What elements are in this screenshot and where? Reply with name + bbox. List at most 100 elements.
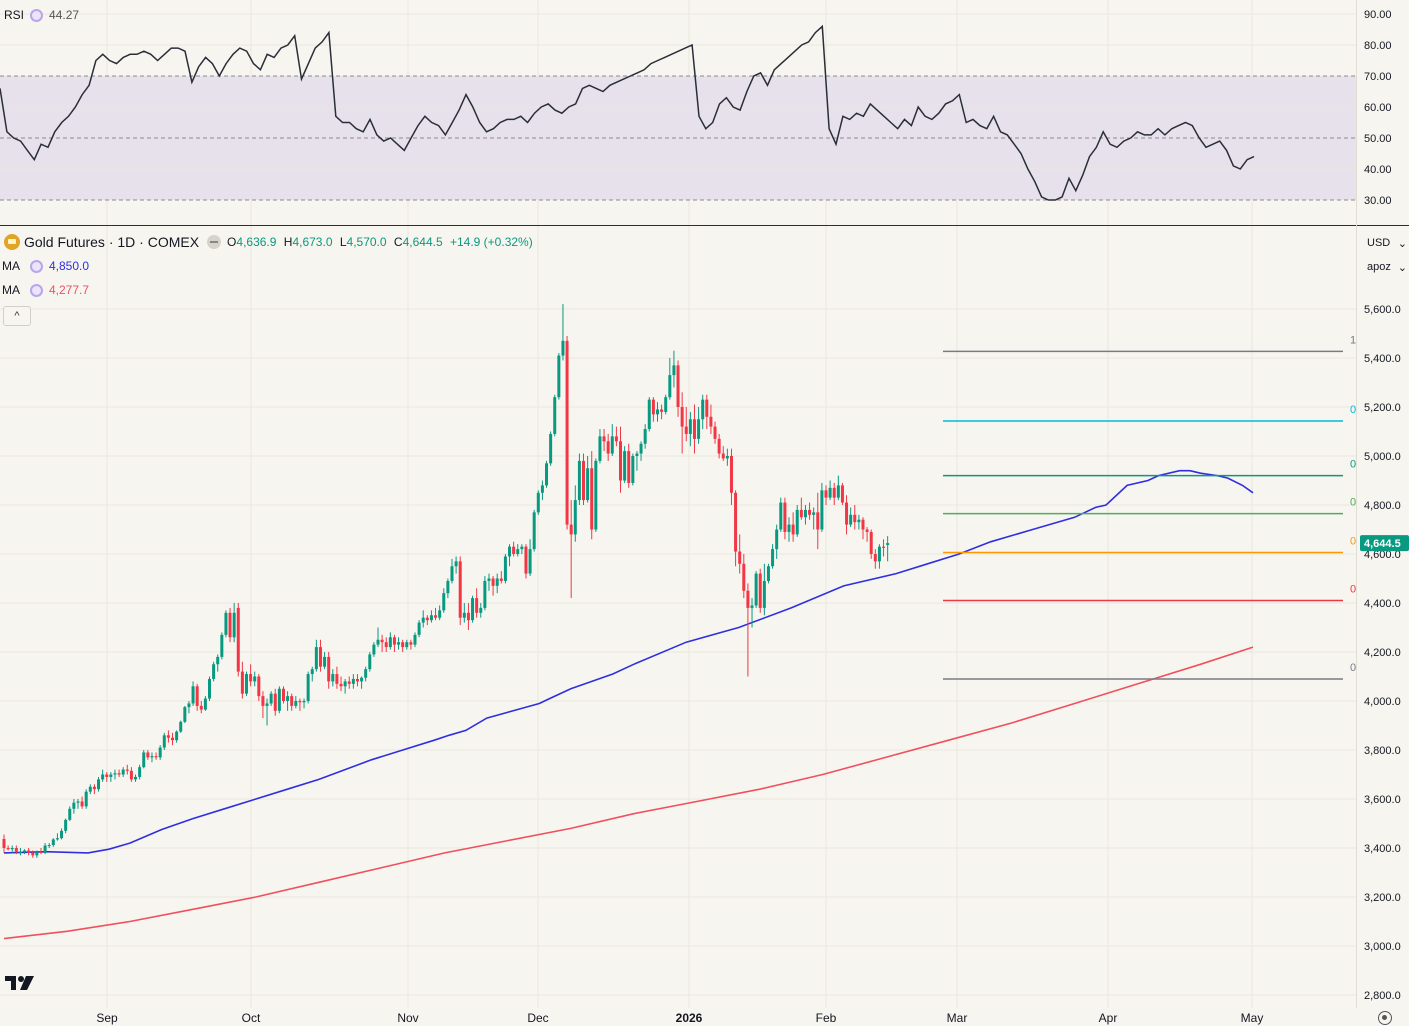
refresh-icon[interactable] bbox=[30, 259, 43, 273]
candle-body bbox=[779, 502, 783, 530]
candle-body bbox=[302, 701, 306, 703]
candle-body bbox=[327, 656, 331, 682]
candle-body bbox=[150, 756, 154, 758]
refresh-icon[interactable] bbox=[30, 283, 43, 297]
candle-body bbox=[355, 678, 359, 682]
candle-body bbox=[401, 642, 405, 648]
candle-body bbox=[429, 615, 433, 621]
candle-body bbox=[166, 735, 170, 738]
candle-body bbox=[512, 546, 516, 554]
candle-body bbox=[232, 612, 236, 638]
fib-level-label: 0 bbox=[1350, 497, 1356, 509]
candle-body bbox=[582, 460, 586, 501]
ma-fast-line bbox=[3, 469, 1254, 854]
candle-body bbox=[816, 512, 820, 530]
candle-body bbox=[573, 500, 577, 535]
price-axis-tick: 5,600.0 bbox=[1364, 304, 1401, 316]
candle-body bbox=[791, 524, 795, 535]
candle-body bbox=[787, 524, 791, 532]
candle-body bbox=[877, 546, 881, 562]
candle-body bbox=[84, 791, 88, 807]
candle-body bbox=[191, 686, 195, 704]
candle-body bbox=[318, 647, 322, 667]
candle-body bbox=[392, 637, 396, 645]
rsi-legend: RSI 44.27 bbox=[0, 5, 79, 25]
candle-body bbox=[183, 707, 187, 722]
last-price-tag bbox=[1360, 535, 1409, 552]
candle-body bbox=[775, 529, 779, 550]
candle-body bbox=[766, 566, 770, 581]
candle-body bbox=[421, 617, 425, 623]
candle-body bbox=[614, 436, 618, 442]
candle-body bbox=[125, 769, 129, 771]
candle-body bbox=[709, 416, 713, 427]
rsi-label: RSI bbox=[4, 8, 25, 22]
settings-icon[interactable] bbox=[1378, 1011, 1392, 1025]
candle-body bbox=[602, 436, 606, 442]
close-value: 4,644.5 bbox=[402, 235, 443, 249]
chevron-down-icon: ⌄ bbox=[1397, 237, 1407, 250]
candle-body bbox=[639, 443, 643, 454]
candle-body bbox=[483, 580, 487, 608]
candle-body bbox=[676, 365, 680, 407]
close-key: C bbox=[393, 235, 403, 249]
candle-body bbox=[134, 776, 138, 780]
candle-body bbox=[60, 830, 64, 839]
collapse-legend-button[interactable]: ^ bbox=[3, 306, 31, 326]
candle-body bbox=[532, 512, 536, 550]
candle-body bbox=[725, 456, 729, 459]
refresh-icon[interactable] bbox=[30, 8, 44, 22]
time-axis-tick: Feb bbox=[816, 1011, 837, 1025]
candle-body bbox=[306, 674, 310, 701]
candle-body bbox=[820, 490, 824, 530]
candle-body bbox=[351, 678, 355, 684]
price-axis-tick: 3,000.0 bbox=[1364, 941, 1401, 953]
price-axis-tick: 5,000.0 bbox=[1364, 451, 1401, 463]
candle-body bbox=[39, 851, 43, 853]
candle-body bbox=[865, 529, 869, 532]
rsi-axis-tick: 50.00 bbox=[1364, 133, 1392, 145]
candle-body bbox=[138, 767, 142, 777]
candle-body bbox=[832, 487, 836, 498]
candle-body bbox=[175, 731, 179, 741]
candle-body bbox=[179, 721, 183, 732]
candle-body bbox=[540, 485, 544, 493]
candle-body bbox=[450, 566, 454, 581]
candle-body bbox=[10, 848, 14, 850]
time-axis-tick: Nov bbox=[397, 1011, 418, 1025]
candle-body bbox=[495, 578, 499, 586]
symbol-title[interactable]: Gold Futures · 1D · COMEX bbox=[24, 234, 200, 250]
candle-body bbox=[199, 705, 203, 710]
candle-body bbox=[43, 845, 47, 853]
candle-body bbox=[277, 688, 281, 711]
candle-body bbox=[713, 426, 717, 439]
candle-body bbox=[664, 397, 668, 412]
candle-body bbox=[565, 340, 569, 525]
candle-body bbox=[499, 578, 503, 581]
candle-body bbox=[692, 419, 696, 439]
candle-body bbox=[72, 802, 76, 809]
candle-body bbox=[598, 436, 602, 461]
candle-body bbox=[6, 848, 10, 850]
candle-body bbox=[684, 426, 688, 434]
candle-body bbox=[886, 543, 890, 545]
candle-body bbox=[343, 681, 347, 687]
candle-body bbox=[861, 519, 865, 530]
candle-body bbox=[417, 622, 421, 635]
price-axis-tick: 4,400.0 bbox=[1364, 598, 1401, 610]
candle-body bbox=[795, 509, 799, 535]
candle-body bbox=[146, 752, 150, 758]
scale-dropdown[interactable]: apoz ⌄ bbox=[1361, 256, 1409, 278]
candle-body bbox=[314, 647, 318, 670]
ma-fast-value: 4,850.0 bbox=[49, 259, 90, 273]
candle-body bbox=[446, 580, 450, 594]
candle-body bbox=[503, 556, 507, 581]
candle-body bbox=[129, 770, 133, 780]
hide-icon[interactable] bbox=[207, 235, 222, 249]
candle-body bbox=[631, 456, 635, 483]
candle-body bbox=[372, 644, 376, 655]
candle-body bbox=[487, 578, 491, 581]
currency-dropdown[interactable]: USD ⌄ bbox=[1361, 232, 1409, 254]
candle-body bbox=[55, 838, 59, 840]
